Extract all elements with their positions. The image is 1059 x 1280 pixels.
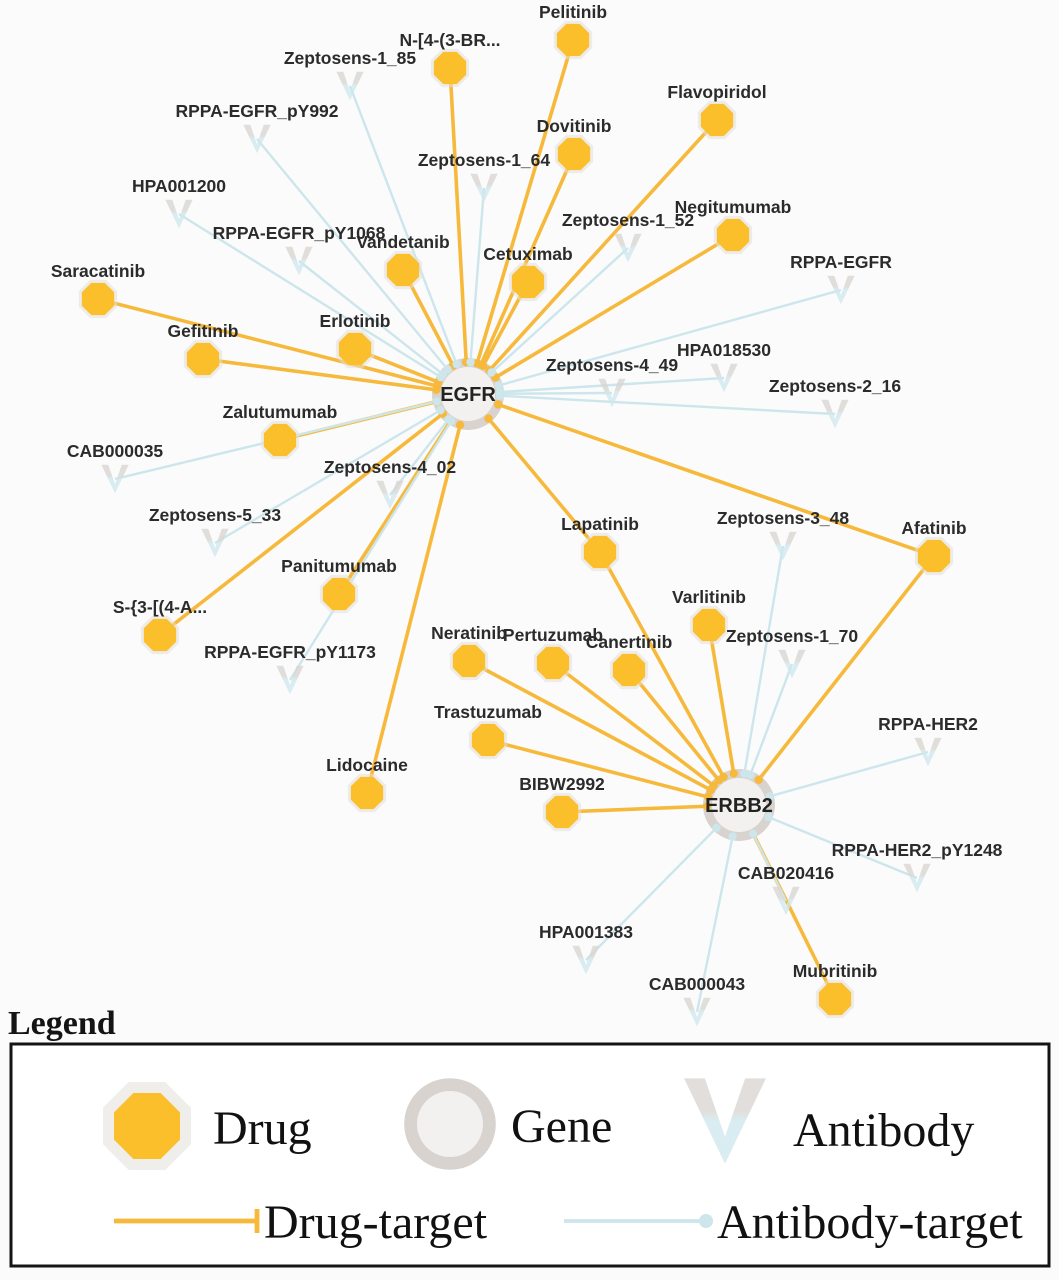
svg-text:CAB000043: CAB000043 bbox=[649, 974, 746, 994]
svg-text:Gefitinib: Gefitinib bbox=[168, 321, 239, 341]
svg-text:ERBB2: ERBB2 bbox=[705, 795, 773, 817]
svg-text:HPA001383: HPA001383 bbox=[539, 922, 633, 942]
svg-text:RPPA-EGFR_pY1173: RPPA-EGFR_pY1173 bbox=[204, 642, 376, 662]
svg-text:Zeptosens-4_02: Zeptosens-4_02 bbox=[324, 457, 457, 477]
svg-text:EGFR: EGFR bbox=[440, 384, 496, 406]
svg-text:Zeptosens-2_16: Zeptosens-2_16 bbox=[769, 376, 902, 396]
svg-text:Cetuximab: Cetuximab bbox=[483, 244, 572, 264]
svg-text:Mubritinib: Mubritinib bbox=[793, 961, 878, 981]
svg-text:Zalutumumab: Zalutumumab bbox=[223, 402, 338, 422]
svg-text:Lapatinib: Lapatinib bbox=[561, 514, 639, 534]
svg-text:Drug-target: Drug-target bbox=[264, 1196, 488, 1249]
svg-text:Canertinib: Canertinib bbox=[586, 632, 673, 652]
svg-text:Zeptosens-4_49: Zeptosens-4_49 bbox=[546, 355, 679, 375]
svg-text:HPA001200: HPA001200 bbox=[132, 176, 226, 196]
svg-text:RPPA-HER2: RPPA-HER2 bbox=[878, 714, 978, 734]
svg-text:Zeptosens-1_70: Zeptosens-1_70 bbox=[726, 626, 859, 646]
svg-text:Zeptosens-5_33: Zeptosens-5_33 bbox=[149, 505, 282, 525]
svg-text:Antibody-target: Antibody-target bbox=[717, 1196, 1023, 1249]
svg-text:HPA018530: HPA018530 bbox=[677, 340, 771, 360]
svg-text:BIBW2992: BIBW2992 bbox=[519, 774, 605, 794]
svg-text:Saracatinib: Saracatinib bbox=[51, 261, 145, 281]
svg-text:Drug: Drug bbox=[213, 1102, 312, 1155]
svg-text:RPPA-HER2_pY1248: RPPA-HER2_pY1248 bbox=[832, 840, 1003, 860]
svg-text:S-{3-[(4-A...: S-{3-[(4-A... bbox=[113, 597, 207, 617]
svg-text:Varlitinib: Varlitinib bbox=[672, 587, 746, 607]
svg-text:Neratinib: Neratinib bbox=[431, 623, 507, 643]
svg-text:Lidocaine: Lidocaine bbox=[326, 755, 408, 775]
svg-text:N-[4-(3-BR...: N-[4-(3-BR... bbox=[399, 30, 500, 50]
svg-text:Zeptosens-1_64: Zeptosens-1_64 bbox=[418, 150, 551, 170]
svg-text:RPPA-EGFR_pY992: RPPA-EGFR_pY992 bbox=[175, 101, 338, 121]
svg-text:Trastuzumab: Trastuzumab bbox=[434, 702, 542, 722]
svg-text:Afatinib: Afatinib bbox=[901, 518, 966, 538]
svg-text:Zeptosens-3_48: Zeptosens-3_48 bbox=[717, 508, 850, 528]
svg-text:CAB020416: CAB020416 bbox=[738, 863, 835, 883]
svg-text:Erlotinib: Erlotinib bbox=[320, 311, 391, 331]
svg-text:Legend: Legend bbox=[8, 1005, 116, 1042]
svg-text:RPPA-EGFR: RPPA-EGFR bbox=[790, 252, 892, 272]
svg-text:Flavopiridol: Flavopiridol bbox=[667, 82, 766, 102]
svg-text:Zeptosens-1_52: Zeptosens-1_52 bbox=[562, 210, 695, 230]
svg-text:Gene: Gene bbox=[511, 1100, 612, 1153]
svg-text:Zeptosens-1_85: Zeptosens-1_85 bbox=[284, 48, 417, 68]
svg-text:CAB000035: CAB000035 bbox=[67, 441, 164, 461]
svg-text:Panitumumab: Panitumumab bbox=[281, 556, 397, 576]
svg-text:Dovitinib: Dovitinib bbox=[537, 116, 612, 136]
svg-text:Antibody: Antibody bbox=[793, 1104, 974, 1157]
svg-text:RPPA-EGFR_pY1068: RPPA-EGFR_pY1068 bbox=[213, 223, 386, 243]
svg-text:Pelitinib: Pelitinib bbox=[539, 2, 607, 22]
